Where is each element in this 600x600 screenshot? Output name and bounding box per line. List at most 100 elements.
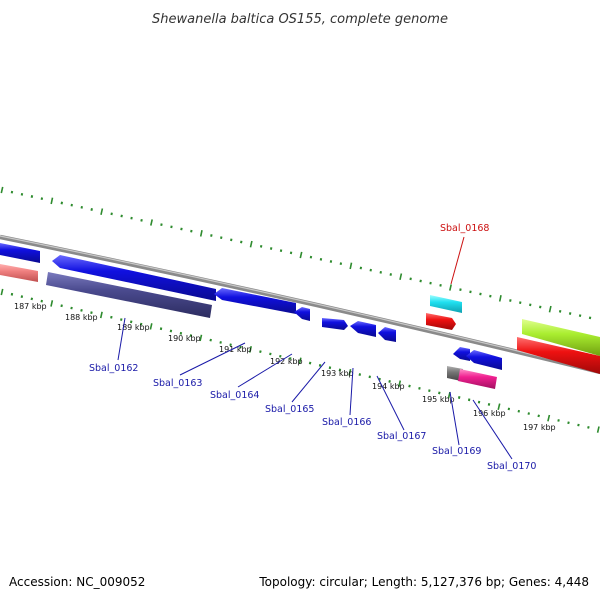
outer-tick [240, 240, 243, 244]
outer-tick [150, 219, 153, 226]
gene-arrow-0167 [378, 327, 396, 342]
inner-tick [149, 323, 153, 330]
inner-tick [139, 322, 143, 326]
inner-tick [159, 327, 163, 331]
tick-label: 187 kbp [14, 302, 47, 311]
outer-tick [80, 205, 83, 209]
outer-tick [419, 279, 422, 283]
outer-tick [20, 192, 24, 196]
inner-tick [428, 389, 431, 393]
outer-tick [30, 195, 34, 198]
gene-arrow-0166 [350, 321, 376, 337]
accession-text: Accession: NC_009052 [9, 575, 145, 589]
inner-tick [239, 345, 242, 349]
outer-tick [140, 218, 143, 222]
inner-tick [219, 341, 222, 344]
outer-tick [90, 208, 93, 211]
outer-tick [279, 249, 283, 253]
outer-tick [409, 277, 412, 281]
inner-tick [418, 386, 421, 390]
outer-tick [399, 273, 403, 280]
gene-arrow-0168-b [466, 350, 502, 370]
outer-tick [289, 251, 293, 255]
leader-0167 [376, 375, 405, 431]
outer-tick [199, 230, 203, 237]
tick-label: 191 kbp [219, 345, 252, 354]
gene-arrow-fwd-left [0, 243, 40, 263]
gene-label-0162: Sbal_0162 [89, 363, 138, 374]
gene-arrow-magenta [458, 369, 497, 389]
gene-arrow-lime [522, 319, 600, 356]
outer-tick [0, 186, 4, 194]
inner-tick [90, 311, 93, 315]
gene-label-0168: Sbal_0168 [440, 223, 489, 234]
outer-tick [339, 262, 343, 266]
leader-0169 [449, 391, 460, 446]
tick-label: 192 kbp [270, 357, 303, 366]
outer-tick [220, 236, 223, 240]
tick-labels: 187 kbp 188 kbp 189 kbp 190 kbp 191 kbp … [14, 302, 556, 432]
outer-tick [568, 312, 572, 315]
outer-tick [100, 208, 104, 215]
inner-tick [477, 400, 481, 404]
leader-0163 [179, 342, 246, 376]
gene-arrow-0168-a [453, 347, 470, 361]
inner-tick [487, 402, 491, 406]
inner-tick-row [0, 288, 600, 433]
inner-tick [507, 407, 511, 411]
inner-tick [537, 414, 540, 418]
gene-arrow-0164 [294, 307, 310, 321]
inner-tick [10, 292, 14, 296]
outer-tick [489, 294, 492, 298]
outer-tick [439, 283, 442, 287]
inner-tick [358, 373, 362, 376]
leader-0168 [450, 236, 465, 285]
inner-tick [70, 306, 73, 310]
inner-tick [596, 426, 600, 433]
gene-labels: Sbal_0162 Sbal_0163 Sbal_0164 Sbal_0165 … [89, 223, 536, 472]
outer-tick [539, 305, 542, 309]
leader-0162 [117, 317, 126, 361]
tick-label: 188 kbp [65, 313, 98, 322]
inner-tick [289, 357, 292, 360]
outer-tick [110, 212, 113, 216]
tick-label: 190 kbp [168, 334, 201, 343]
genome-summary-text: Topology: circular; Length: 5,127,376 bp… [258, 575, 589, 589]
gene-label-0169: Sbal_0169 [432, 446, 481, 457]
inner-tick [527, 412, 530, 415]
inner-tick [30, 297, 34, 301]
inner-tick [40, 299, 43, 303]
outer-tick [369, 268, 372, 272]
outer-tick [249, 240, 253, 248]
outer-tick [259, 244, 263, 248]
inner-tick [169, 329, 173, 333]
gene-label-0166: Sbal_0166 [322, 417, 371, 428]
inner-tick [587, 425, 590, 429]
inner-tick [328, 366, 332, 370]
inner-tick [199, 334, 203, 342]
inner-tick [0, 288, 4, 296]
outer-tick [588, 316, 592, 320]
inner-tick [557, 419, 560, 422]
map-title: Shewanella baltica OS155, complete genom… [152, 12, 448, 27]
outer-tick [359, 266, 363, 270]
tick-label: 195 kbp [422, 395, 455, 404]
outer-tick [459, 288, 462, 292]
tick-label: 189 kbp [117, 323, 150, 332]
outer-tick [60, 201, 64, 205]
inner-tick [80, 308, 83, 312]
inner-tick [457, 396, 461, 399]
leader-0170 [472, 399, 513, 460]
inner-tick [338, 368, 342, 372]
gene-label-0163: Sbal_0163 [153, 378, 202, 389]
outer-tick [40, 197, 44, 201]
outer-tick [50, 197, 54, 205]
outer-tick [319, 257, 323, 261]
gene-label-0170: Sbal_0170 [487, 461, 536, 472]
inner-tick [497, 403, 501, 410]
inner-tick [408, 384, 411, 388]
outer-tick [449, 284, 452, 291]
gene-arrow-red-small [426, 313, 456, 330]
tick-label: 193 kbp [321, 369, 354, 378]
